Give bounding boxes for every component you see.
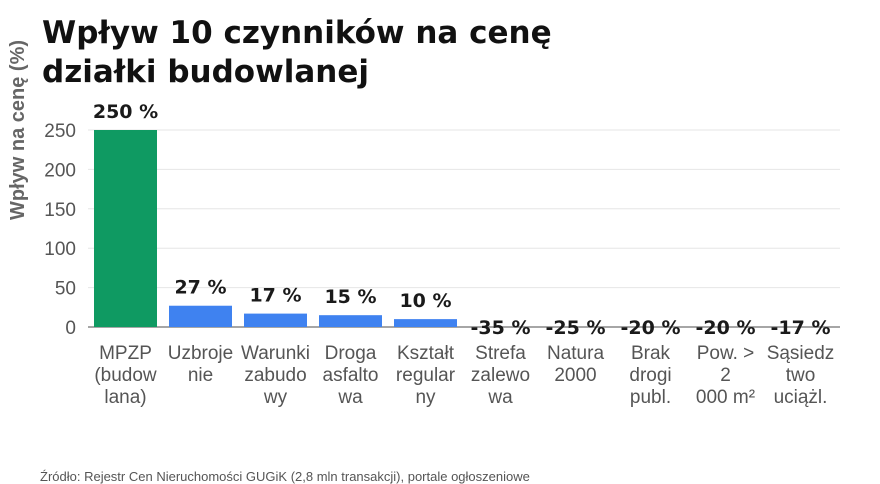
data-labels: 250 % 27 % 17 % 15 % 10 % -35 % -25 % -20 % -20 … [93, 101, 831, 339]
category-label: 000 m² [696, 387, 755, 408]
data-label: -20 % [696, 317, 756, 339]
data-label: -25 % [546, 317, 606, 339]
data-label: 15 % [324, 286, 376, 308]
category-label: Kształt [397, 343, 455, 364]
data-label: 10 % [399, 290, 451, 312]
chart-title: Wpływ 10 czynników na cenę działki budow… [42, 15, 552, 90]
bar [94, 130, 157, 327]
category-label: lana) [104, 387, 146, 408]
category-label: wa [487, 387, 513, 408]
category-label: wy [263, 387, 288, 408]
category-label: Sąsiedz [767, 343, 835, 364]
bar [169, 305, 232, 327]
y-tick-label: 250 [44, 121, 76, 142]
y-axis-title: Wpływ na cenę (%) [7, 40, 29, 220]
data-label: 27 % [174, 277, 226, 299]
y-tick-label: 0 [65, 318, 76, 339]
bar [319, 315, 382, 327]
data-label: 17 % [249, 285, 301, 307]
category-label: Droga [325, 343, 377, 364]
y-tick-label: 150 [44, 200, 76, 221]
data-label: -17 % [771, 317, 831, 339]
category-label: Uzbroje [168, 343, 233, 364]
bars [94, 130, 457, 327]
bar [394, 319, 457, 327]
category-label: ny [415, 387, 436, 408]
category-label: zabudo [244, 365, 306, 386]
y-tick-label: 50 [55, 279, 76, 300]
category-label: nie [188, 365, 213, 386]
category-label: (budow [94, 365, 157, 386]
y-axis-ticks: 0 50 100 150 200 250 [44, 121, 76, 339]
category-label: Natura [547, 343, 604, 364]
category-label: uciążl. [774, 387, 828, 408]
category-label: 2000 [554, 365, 596, 386]
source-note: Źródło: Rejestr Cen Nieruchomości GUGiK … [40, 469, 530, 484]
category-label: 2 [720, 365, 731, 386]
category-label: Strefa [475, 343, 526, 364]
category-label: Pow. > [697, 343, 755, 364]
category-label: drogi [629, 365, 671, 386]
category-label: zalewo [471, 365, 530, 386]
bar [244, 313, 307, 327]
data-label: -20 % [621, 317, 681, 339]
category-label: publ. [630, 387, 671, 408]
y-tick-label: 200 [44, 160, 76, 181]
category-label: MPZP [99, 343, 152, 364]
category-label: two [786, 365, 816, 386]
category-label: wa [337, 387, 363, 408]
category-label: Warunki [241, 343, 310, 364]
category-label: Brak [631, 343, 671, 364]
data-label: 250 % [93, 101, 158, 123]
data-label: -35 % [471, 317, 531, 339]
category-label: asfalto [323, 365, 379, 386]
category-label: regular [396, 365, 456, 386]
y-tick-label: 100 [44, 239, 76, 260]
